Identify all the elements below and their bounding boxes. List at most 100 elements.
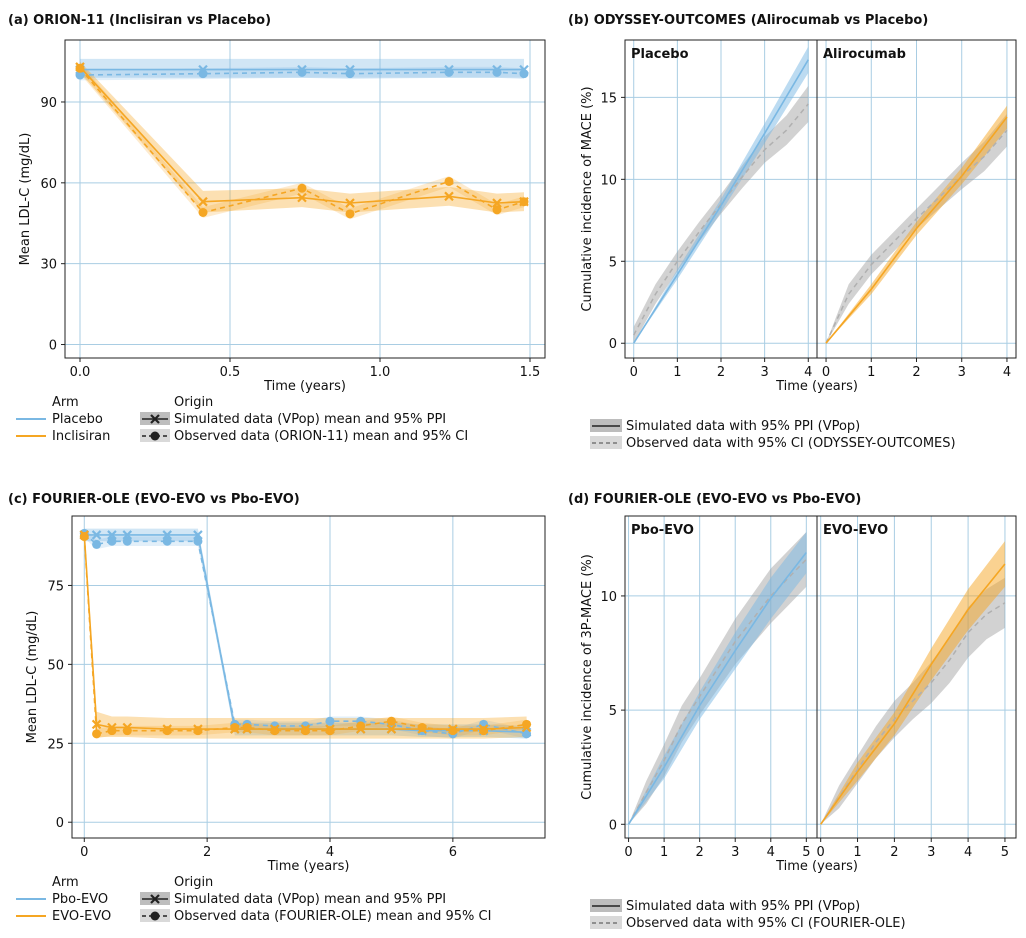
data-point [492, 205, 502, 215]
y-tick-label: 5 [609, 704, 617, 719]
data-point [479, 726, 489, 736]
data-point [91, 530, 102, 540]
x-axis-label: Time (years) [775, 859, 858, 874]
data-point [198, 207, 208, 217]
x-tick-label: 0 [624, 845, 632, 860]
data-point [198, 196, 208, 207]
y-tick-label: 75 [47, 579, 64, 594]
legend-label: Placebo [52, 412, 103, 427]
facet-label: EVO-EVO [823, 523, 888, 538]
y-tick-label: 30 [40, 258, 57, 273]
legend-label: Simulated data (VPop) mean and 95% PPI [174, 412, 446, 427]
simulated-ppi-band [820, 541, 1005, 825]
plot-frame [624, 515, 1017, 839]
data-point [345, 209, 355, 219]
panel-title: (a) ORION-11 (Inclisiran vs Placebo) [8, 13, 271, 28]
y-tick-label: 25 [47, 737, 64, 752]
x-tick-label: 2 [696, 845, 704, 860]
observed-line [633, 103, 809, 336]
data-point [345, 69, 355, 79]
facet-label: Pbo-EVO [631, 523, 694, 538]
interval-band [84, 528, 527, 739]
facet-label: Alirocumab [823, 47, 906, 62]
x-tick-label: 6 [449, 845, 457, 860]
simulated-line [820, 563, 1006, 825]
y-tick-label: 0 [609, 337, 617, 352]
data-point [325, 726, 335, 736]
panel-title: (b) ODYSSEY-OUTCOMES (Alirocumab vs Plac… [568, 13, 928, 28]
interval-band [84, 528, 527, 739]
data-point [386, 716, 396, 726]
simulated-ppi-band [826, 105, 1007, 344]
simulated-line [627, 552, 807, 825]
x-tick-label: 0 [817, 845, 825, 860]
x-tick-label: 2 [717, 365, 725, 380]
y-tick-label: 10 [600, 173, 617, 188]
legend-marker [150, 431, 160, 441]
series-line [84, 534, 527, 733]
legend-title-arm: Arm [52, 875, 79, 890]
data-point [300, 726, 310, 736]
data-point [122, 536, 132, 546]
plot-frame [64, 39, 546, 359]
data-point [519, 197, 529, 207]
data-point [107, 530, 117, 540]
legend: Arm Pbo-EVO EVO-EVO Origin Simulated data (V… [16, 875, 491, 924]
data-point [444, 191, 454, 202]
data-point [270, 726, 280, 736]
data-point [444, 176, 454, 186]
simulated-line [825, 116, 1008, 344]
legend-label: Simulated data with 95% PPI (VPop) [626, 419, 860, 434]
x-axis-label: Time (years) [775, 379, 858, 394]
data-point [297, 183, 307, 193]
legend-label: Observed data (FOURIER-OLE) mean and 95%… [174, 909, 491, 924]
panel-a: (a) ORION-11 (Inclisiran vs Placebo) 0.0 0… [8, 13, 546, 444]
x-tick-label: 4 [1003, 365, 1011, 380]
x-tick-label: 1 [660, 845, 668, 860]
data-point [492, 67, 502, 77]
plot-frame [71, 515, 546, 839]
x-tick-label: 0.5 [220, 365, 241, 380]
interval-band [84, 531, 527, 739]
legend-title-origin: Origin [174, 875, 213, 890]
panel-b: (b) ODYSSEY-OUTCOMES (Alirocumab vs Plac… [568, 13, 1017, 451]
data-point [519, 69, 529, 79]
data-point [522, 729, 532, 739]
x-tick-label: 3 [958, 365, 966, 380]
data-point [107, 726, 117, 736]
legend-label: EVO-EVO [52, 909, 111, 924]
interval-band [84, 528, 527, 739]
y-axis-label: Mean LDL-C (mg/dL) [18, 133, 33, 266]
panel-c: (c) FOURIER-OLE (EVO-EVO vs Pbo-EVO) 0 2 4 6… [8, 492, 546, 924]
data-point [444, 67, 454, 77]
legend-label: Pbo-EVO [52, 892, 108, 907]
data-point [122, 726, 132, 736]
simulated-line [633, 59, 809, 344]
legend-marker [150, 894, 160, 904]
data-point [448, 726, 458, 736]
data-point [198, 69, 208, 79]
legend: Arm Placebo Inclisiran Origin Simulated data… [16, 395, 468, 444]
series-line [83, 534, 527, 730]
x-tick-label: 3 [927, 845, 935, 860]
facet-Pbo-EVO: Pbo-EVO 0 1 2 3 4 5 [624, 516, 817, 860]
data-point [345, 198, 355, 208]
x-tick-label: 4 [804, 365, 812, 380]
x-axis-label: Time (years) [263, 379, 346, 394]
y-axis-label: Mean LDL-C (mg/dL) [25, 611, 40, 744]
x-tick-label: 0 [630, 365, 638, 380]
data-point [75, 63, 85, 73]
x-tick-label: 1 [853, 845, 861, 860]
legend-title-arm: Arm [52, 395, 79, 410]
x-tick-label: 3 [731, 845, 739, 860]
y-tick-label: 0 [56, 816, 64, 831]
data-point [356, 721, 366, 731]
x-tick-label: 4 [964, 845, 972, 860]
x-tick-label: 0 [822, 365, 830, 380]
x-tick-label: 1 [673, 365, 681, 380]
series-line [83, 532, 527, 735]
x-tick-label: 0 [80, 845, 88, 860]
data-point [386, 724, 397, 734]
data-point [230, 723, 240, 733]
